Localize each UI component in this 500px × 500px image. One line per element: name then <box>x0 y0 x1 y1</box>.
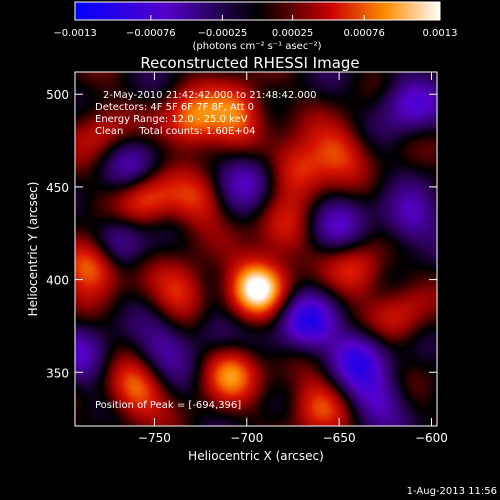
y-tick-label: 500 <box>46 88 69 102</box>
x-axis-label: Heliocentric X (arcsec) <box>188 449 324 463</box>
colorbar-tick-label: −0.00025 <box>198 28 248 39</box>
colorbar-gradient <box>75 2 440 20</box>
chart-title: Reconstructed RHESSI Image <box>140 54 359 72</box>
y-tick-label: 400 <box>46 274 69 288</box>
colorbar-ticks: −0.0013 −0.00076 −0.00025 0.00025 0.00076 0.0… <box>53 15 458 39</box>
colorbar-frame <box>74 1 441 21</box>
annotation-clean-counts: Clean Total counts: 1.60E+04 <box>95 126 255 137</box>
colorbar: −0.0013 −0.00076 −0.00025 0.00025 0.00076 0.0… <box>53 1 458 52</box>
y-axis-label: Heliocentric Y (arcsec) <box>26 182 40 317</box>
x-tick-label: −600 <box>415 431 448 445</box>
heatmap-canvas <box>75 72 437 426</box>
peak-position-label: Position of Peak = [-694,396] <box>95 400 241 411</box>
x-tick-label: −700 <box>230 431 263 445</box>
annotation-block: 2-May-2010 21:42:42.000 to 21:48:42.000 … <box>95 90 316 411</box>
heatmap-plot: −750 −700 −650 −600 350 400 450 500 <box>46 71 448 445</box>
x-tick-label: −650 <box>323 431 356 445</box>
annotation-detectors: Detectors: 4F 5F 6F 7F 8F, Att 0 <box>95 102 254 113</box>
y-tick-label: 450 <box>46 181 69 195</box>
colorbar-unit-label: (photons cm⁻² s⁻¹ asec⁻²) <box>192 41 321 52</box>
footer-date: 1-Aug-2013 11:56 <box>407 486 497 497</box>
plot-frame <box>74 71 438 427</box>
colorbar-tick-label: −0.00076 <box>126 28 176 39</box>
y-tick-label: 350 <box>46 366 69 380</box>
colorbar-tick-label: −0.0013 <box>53 28 96 39</box>
colorbar-tick-label: 0.00025 <box>272 28 313 39</box>
colorbar-tick-label: 0.0013 <box>423 28 458 39</box>
colorbar-tick-label: 0.00076 <box>344 28 385 39</box>
annotation-energy-range: Energy Range: 12.0 - 25.0 keV <box>95 114 248 125</box>
axis-ticks: −750 −700 −650 −600 350 400 450 500 <box>46 72 448 445</box>
x-tick-label: −750 <box>138 431 171 445</box>
annotation-time-range: 2-May-2010 21:42:42.000 to 21:48:42.000 <box>103 90 316 101</box>
